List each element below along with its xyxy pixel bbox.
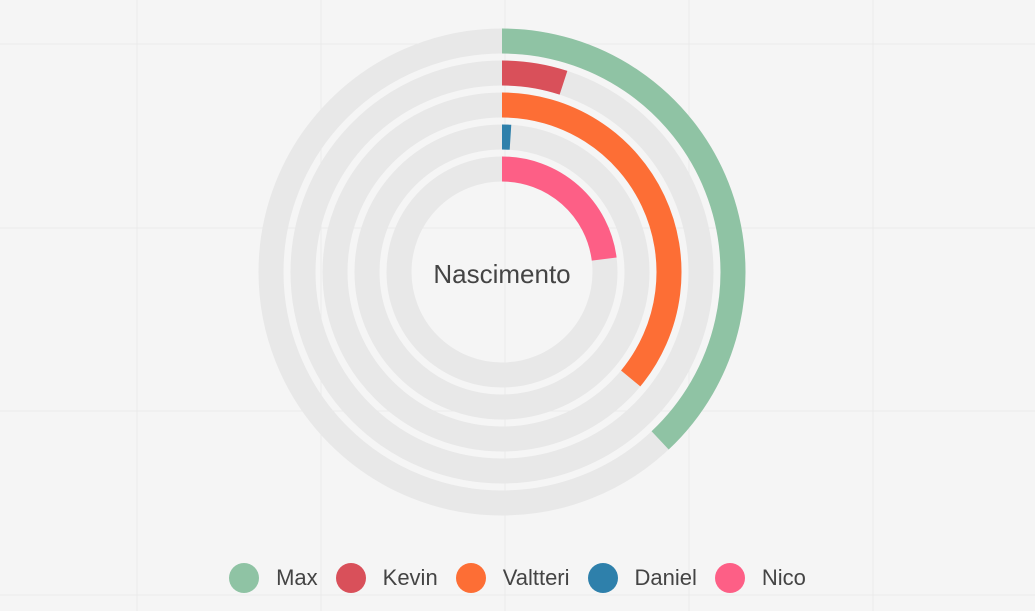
legend-item-valtteri[interactable]: Valtteri [455, 563, 570, 593]
legend-label: Max [276, 565, 318, 590]
legend-swatch-icon [229, 563, 260, 593]
legend-item-max[interactable]: Max [229, 563, 318, 593]
legend-label: Daniel [634, 565, 697, 590]
legend-swatch-icon [714, 563, 745, 593]
chart-legend: Max Kevin Valtteri Daniel Nico [0, 558, 1035, 598]
legend-label: Nico [761, 565, 806, 590]
legend-label: Kevin [382, 565, 438, 590]
radial-rings [258, 28, 746, 516]
legend-item-kevin[interactable]: Kevin [335, 563, 438, 593]
ring-bar-nico[interactable] [501, 156, 617, 262]
ring-bar-valtteri[interactable] [501, 92, 682, 387]
legend-item-daniel[interactable]: Daniel [587, 563, 697, 593]
legend-swatch-icon [587, 563, 618, 593]
legend-label: Valtteri [502, 565, 570, 590]
legend-swatch-icon [455, 563, 486, 593]
center-label: Nascimento [433, 259, 570, 289]
legend-swatch-icon [335, 563, 366, 593]
ring-bar-kevin[interactable] [501, 60, 568, 95]
legend-item-nico[interactable]: Nico [714, 563, 806, 593]
ring-bar-max[interactable] [501, 28, 746, 450]
